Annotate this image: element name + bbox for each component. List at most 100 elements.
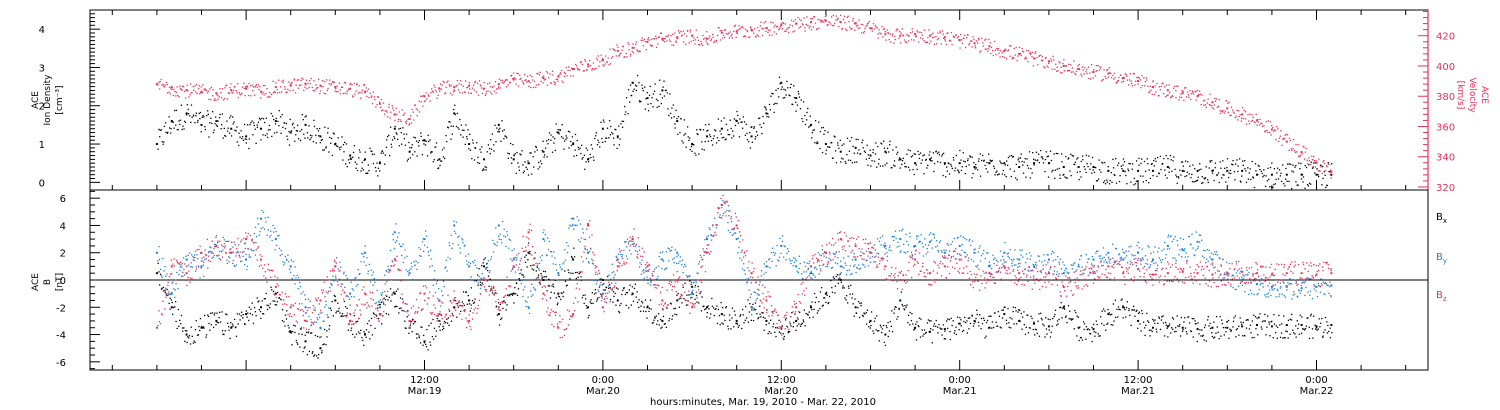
ion-density-series-sample (526, 168, 528, 170)
velocity-series-sample (203, 89, 205, 91)
ion-density-series-sample (1252, 176, 1254, 178)
velocity-series-sample (1281, 144, 1283, 146)
velocity-series-sample (231, 91, 233, 93)
ion-density-series-sample (407, 158, 409, 160)
by-series-sample (433, 278, 435, 280)
bx-series-sample (1309, 315, 1312, 317)
ion-density-series-sample (441, 149, 444, 151)
bx-series-sample (1279, 324, 1281, 326)
bx-series-sample (401, 298, 404, 300)
bx-series-sample (609, 298, 612, 301)
ion-density-series-sample (342, 159, 344, 161)
velocity-series-sample (596, 59, 599, 61)
bx-series-sample (643, 306, 645, 308)
ion-density-series-sample (206, 114, 208, 117)
bx-series-sample (255, 314, 257, 317)
velocity-series-sample (1075, 70, 1078, 72)
velocity-series-sample (786, 28, 788, 31)
bx-series-sample (281, 309, 284, 311)
velocity-series-sample (220, 92, 222, 94)
bx-series-sample (176, 327, 178, 330)
ion-density-series-sample (403, 137, 405, 140)
ion-density-series-sample (878, 158, 880, 160)
velocity-series-sample (179, 87, 182, 89)
bx-series-sample (482, 262, 484, 264)
velocity-series-sample (746, 29, 748, 32)
ion-density-series-sample (410, 147, 413, 149)
bx-series-sample (1298, 333, 1301, 335)
bx-series-sample (1246, 319, 1249, 321)
ion-density-series-sample (945, 176, 947, 178)
ion-density-series-sample (317, 130, 320, 132)
ion-density-series-sample (1283, 183, 1285, 185)
ion-density-series-sample (1127, 170, 1130, 172)
velocity-series-sample (872, 22, 875, 25)
ion-density-series-point (245, 135, 248, 138)
ion-density-series-sample (725, 138, 727, 140)
ion-density-series-sample (581, 158, 583, 160)
bx-series-sample (884, 344, 887, 347)
by-series-sample (346, 294, 348, 297)
ion-density-series-sample (248, 147, 250, 150)
velocity-series-sample (946, 32, 948, 35)
ion-density-series-sample (299, 130, 301, 132)
velocity-series-sample (192, 85, 194, 88)
velocity-series-sample (894, 35, 896, 38)
field-axis-label-line3: [nT] (55, 273, 65, 291)
velocity-series-sample (422, 95, 425, 97)
ion-density-series-sample (262, 134, 264, 136)
velocity-series-sample (635, 41, 638, 43)
velocity-series-sample (298, 84, 301, 87)
velocity-series-sample (811, 17, 814, 20)
bx-series-sample (621, 293, 623, 296)
by-series-point (795, 265, 798, 268)
velocity-series-sample (566, 75, 568, 77)
bx-series-sample (465, 291, 468, 293)
bx-series-sample (1299, 314, 1301, 316)
velocity-series-sample (501, 81, 503, 84)
ion-density-series-sample (209, 122, 211, 124)
by-series-sample (160, 275, 162, 277)
velocity-series-sample (394, 119, 396, 122)
velocity-series-sample (591, 67, 594, 70)
ion-density-series-sample (1107, 166, 1109, 168)
velocity-series-sample (697, 39, 700, 41)
velocity-series-sample (810, 18, 812, 20)
bx-series-sample (328, 325, 331, 327)
bx-series-sample (959, 317, 961, 319)
velocity-series-sample (750, 26, 752, 29)
bx-series-sample (301, 333, 303, 336)
bx-series-sample (878, 340, 880, 342)
ion-density-series-sample (1294, 166, 1296, 168)
ion-density-series-point (780, 81, 783, 84)
velocity-series-sample (1242, 117, 1245, 120)
bx-series-point (1033, 322, 1036, 325)
bx-series-sample (165, 294, 168, 296)
ion-density-series-sample (585, 161, 587, 163)
bx-series-sample (1240, 321, 1242, 323)
velocity-series-sample (1009, 55, 1011, 57)
ion-density-series-sample (985, 168, 987, 170)
ion-density-series-sample (876, 166, 878, 168)
ion-density-series-sample (1167, 157, 1169, 160)
velocity-series-sample (696, 36, 698, 38)
velocity-series-sample (1060, 72, 1062, 74)
velocity-series-sample (1063, 70, 1066, 72)
by-series-point (289, 265, 292, 268)
ion-density-series-sample (755, 131, 758, 133)
ion-density-series-sample (882, 165, 884, 167)
ion-density-series-sample (215, 116, 217, 118)
bx-series-sample (1046, 333, 1048, 335)
bx-series-sample (790, 325, 792, 327)
velocity-series-sample (1327, 163, 1329, 165)
velocity-series-sample (502, 79, 504, 81)
velocity-series-sample (616, 44, 618, 46)
ion-density-series-sample (629, 84, 632, 86)
bx-series-sample (1033, 321, 1035, 323)
ion-density-series-sample (800, 99, 802, 101)
ion-density-series-sample (278, 125, 280, 127)
ion-density-series-sample (371, 150, 373, 153)
velocity-series-sample (994, 49, 996, 51)
ion-density-series-sample (424, 144, 427, 146)
velocity-series-sample (549, 82, 552, 84)
